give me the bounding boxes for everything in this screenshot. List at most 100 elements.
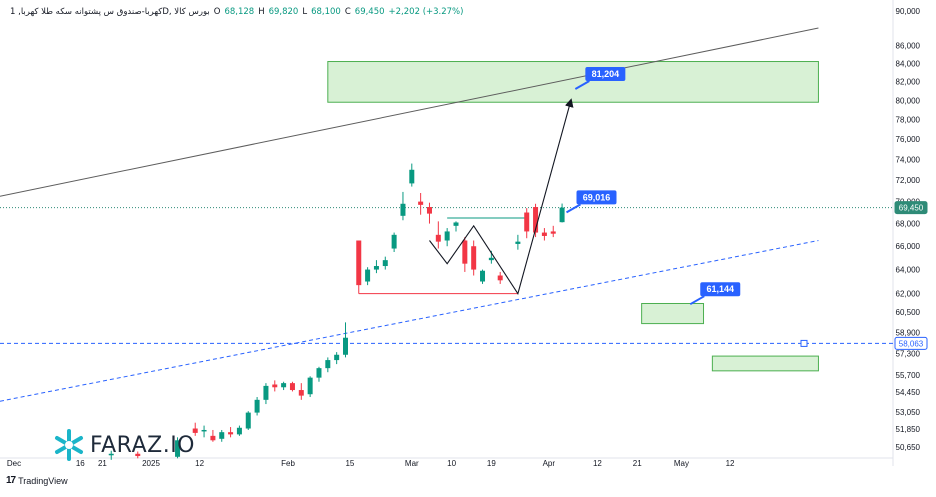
y-tick-label: 76,000 (896, 135, 921, 144)
tradingview-logo-icon: 17 (6, 475, 16, 486)
price-callout: 81,204 (574, 67, 626, 90)
candle-body (228, 432, 234, 435)
candle (307, 376, 313, 398)
candle (400, 191, 406, 221)
y-tick-label: 90,000 (896, 7, 921, 16)
candle (435, 221, 441, 249)
y-tick-label: 51,850 (896, 425, 921, 434)
candle (236, 425, 242, 436)
y-tick-label: 78,000 (896, 116, 921, 125)
candle (356, 240, 362, 294)
candle-body (192, 428, 198, 433)
y-tick-label: 50,650 (896, 443, 921, 452)
candle-body (559, 207, 565, 223)
y-tick-label: 58,900 (896, 329, 921, 338)
candle (541, 228, 547, 241)
legend-low: 68,100 (311, 7, 341, 17)
legend-high-label: H (258, 7, 265, 17)
candle-body (307, 377, 313, 395)
candle-body (108, 453, 114, 456)
price-tag-label: 69,450 (899, 204, 924, 213)
tradingview-brand: TradingView (18, 475, 68, 486)
y-tick-label: 60,500 (896, 308, 921, 317)
candle (281, 381, 287, 391)
callout-pointer (689, 295, 705, 306)
y-tick-label: 64,000 (896, 266, 921, 275)
candle (462, 237, 468, 272)
candle (135, 451, 141, 459)
candle (210, 429, 216, 442)
projection-path (429, 98, 574, 295)
x-tick-label: 12 (593, 459, 602, 468)
candle (219, 429, 225, 442)
candle-body (316, 368, 322, 378)
watermark-text: FARAZ.IO (90, 432, 195, 458)
candle (254, 397, 260, 416)
candle (524, 208, 530, 239)
candle (316, 366, 322, 382)
candle (192, 422, 198, 436)
candle-body (298, 390, 304, 396)
candle (228, 427, 234, 438)
candle-body (515, 241, 521, 244)
y-tick-label: 57,300 (896, 349, 921, 358)
candle-body (435, 234, 441, 242)
y-tick-label: 53,050 (896, 408, 921, 417)
lower-support-zone (711, 355, 819, 372)
callout-box (576, 190, 617, 205)
upper-trendline (0, 27, 819, 197)
tradingview-footer[interactable]: 17 TradingView (6, 475, 68, 486)
candle-body (281, 383, 287, 388)
x-tick-label: 21 (98, 459, 107, 468)
y-tick-label: 86,000 (896, 41, 921, 50)
candle (245, 411, 251, 430)
candle (334, 352, 340, 365)
candle (550, 225, 556, 238)
candle (533, 203, 539, 238)
candle-body (245, 412, 251, 429)
callout-label: 81,204 (592, 69, 620, 79)
legend-close: 69,450 (354, 7, 385, 17)
candle-body (325, 360, 331, 369)
candle-body (263, 385, 269, 400)
legend-symbol: کهربا-صندوق س پشتوانه سکه طلا کهربا, 1D,… (10, 7, 210, 17)
candle (418, 192, 424, 215)
price-tag-box (894, 336, 928, 350)
candle-body (365, 269, 371, 282)
candle (325, 357, 331, 373)
candle (263, 383, 269, 405)
callout-box (700, 282, 741, 297)
candle-body (462, 240, 468, 264)
price-tag-box (894, 201, 928, 215)
candle (365, 267, 371, 286)
x-tick-label: May (674, 459, 689, 468)
candle-body (524, 212, 530, 232)
candle (497, 271, 503, 284)
legend-high: 69,820 (268, 7, 299, 17)
candle-body (343, 337, 348, 355)
candle (201, 425, 207, 438)
y-tick-label: 82,000 (896, 78, 921, 87)
x-tick-label: 10 (447, 459, 456, 468)
candle-body (418, 201, 424, 205)
candle-body (382, 260, 388, 267)
y-tick-label: 74,000 (896, 155, 921, 164)
candle (175, 437, 181, 459)
faraz-logo-icon (55, 429, 83, 461)
mid-support-zone (641, 302, 705, 325)
y-tick-label: 66,000 (896, 242, 921, 251)
candle (343, 322, 348, 358)
candle-body (480, 270, 486, 282)
callout-label: 69,016 (583, 192, 611, 202)
y-tick-label: 54,450 (896, 388, 921, 397)
level-price-tag: 58,063 (894, 336, 928, 350)
candle-body (272, 384, 278, 388)
candle-body (426, 207, 432, 214)
candle-body (175, 440, 181, 457)
legend-change: +2,202 (+3.27%) (388, 7, 464, 17)
x-tick-label: Mar (405, 459, 419, 468)
candle-body (444, 231, 450, 241)
x-tick-label: Dec (7, 459, 21, 468)
